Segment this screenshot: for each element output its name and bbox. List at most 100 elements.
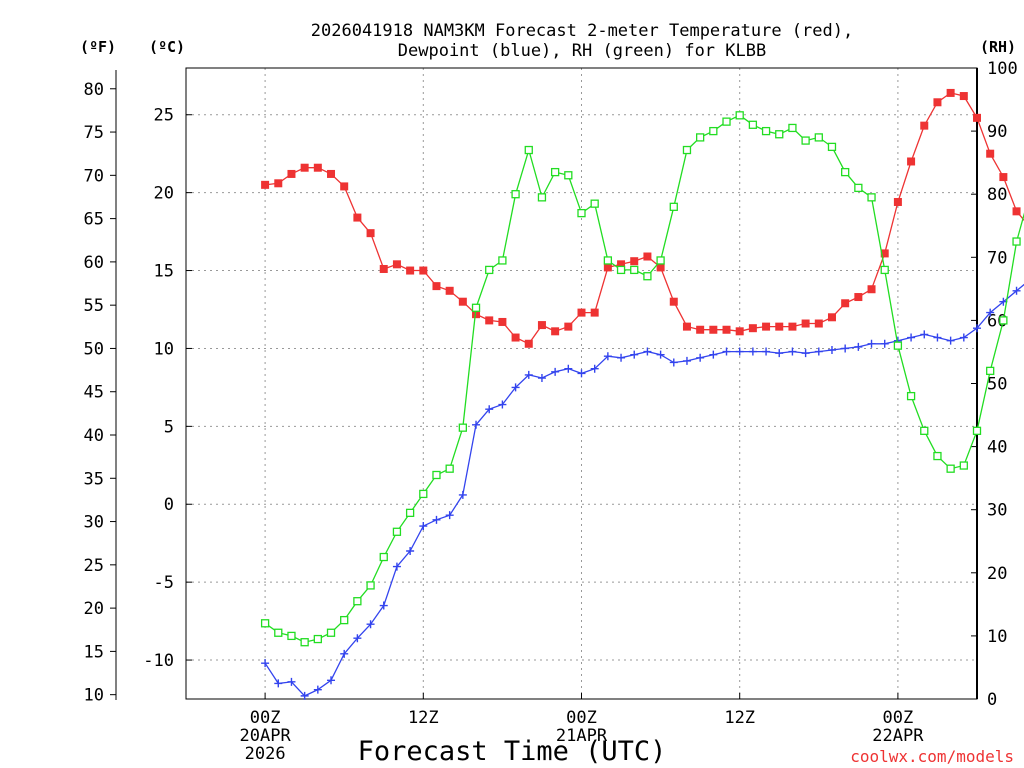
- x-tick-label: 12Z: [724, 708, 755, 728]
- credit-text: coolwx.com/models: [850, 747, 1014, 766]
- fahrenheit-tick-label: 30: [84, 513, 104, 533]
- rh-line: [264, 114, 1024, 643]
- dewpoint-point: [814, 347, 823, 356]
- rh-point: [445, 464, 454, 473]
- fahrenheit-tick-label: 70: [84, 166, 104, 186]
- temperature-point: [603, 263, 612, 272]
- dewpoint-point: [1012, 286, 1021, 295]
- dewpoint-point: [709, 350, 718, 359]
- rh-point: [788, 123, 797, 133]
- dewpoint-point: [986, 308, 995, 317]
- dewpoint-point: [630, 350, 639, 359]
- temperature-point: [445, 286, 454, 295]
- temperature-point: [274, 179, 283, 188]
- rh-point: [577, 208, 586, 218]
- dewpoint-point: [669, 358, 678, 367]
- rh-point: [893, 341, 903, 350]
- x-tick-date: 20APR: [240, 726, 292, 746]
- axes: [110, 67, 978, 700]
- temperature-point: [261, 180, 270, 189]
- dewpoint-point: [432, 515, 441, 524]
- dewpoint-point: [682, 356, 691, 365]
- rh-point: [643, 272, 652, 281]
- temperature-point: [775, 322, 784, 331]
- dewpoint-point: [617, 353, 626, 362]
- dewpoint-point: [920, 330, 929, 339]
- temperature-point: [722, 325, 731, 334]
- dewpoint-point: [511, 383, 520, 392]
- rh-point: [537, 193, 547, 202]
- dewpoint-point: [656, 350, 665, 359]
- celsius-tick-label: 20: [154, 184, 174, 204]
- rh-tick-label: 40: [987, 438, 1007, 458]
- rh-tick-label: 30: [987, 501, 1007, 521]
- dewpoint-point: [472, 420, 481, 429]
- rh-point: [867, 193, 876, 202]
- temperature-point: [973, 113, 981, 122]
- rh-point: [313, 634, 322, 644]
- fahrenheit-tick-label: 10: [84, 686, 104, 706]
- rh-point: [696, 133, 705, 142]
- rh-point: [920, 426, 929, 435]
- rh-point: [616, 265, 626, 275]
- grid-lines: [186, 68, 977, 699]
- rh-tick-label: 80: [987, 185, 1007, 205]
- dewpoint-point: [445, 511, 454, 520]
- temperature-point: [406, 266, 415, 275]
- x-tick-date: 21APR: [556, 726, 608, 746]
- rh-point: [814, 133, 823, 142]
- rh-tick-label: 0: [987, 690, 997, 710]
- dewpoint-point: [775, 349, 784, 358]
- x-tick-label: 00Z: [250, 708, 281, 728]
- rh-point: [287, 631, 296, 641]
- temperature-point: [854, 293, 863, 302]
- dewpoint-point: [406, 546, 415, 555]
- data-series: [260, 88, 1024, 700]
- temperature-point: [300, 163, 309, 172]
- dewpoint-point: [458, 490, 467, 499]
- temperature-point: [959, 92, 968, 101]
- temperature-point: [1012, 207, 1021, 216]
- temperature-point: [814, 319, 823, 328]
- temperature-point: [788, 322, 797, 331]
- dewpoint-point: [643, 347, 652, 356]
- temperature-point: [392, 260, 401, 269]
- rh-point: [564, 171, 573, 180]
- plot-frame: [185, 67, 978, 700]
- dewpoint-point: [735, 347, 744, 356]
- tick-labels: 10 15 20 25 30 35 40 45 50 55 60 65 70 75 80 -10 -5 0 5 10 1…: [84, 59, 1018, 764]
- fahrenheit-axis-label: (ºF): [80, 38, 116, 56]
- temperature-point: [313, 163, 322, 172]
- temperature-point: [564, 322, 573, 331]
- celsius-tick-label: 15: [154, 262, 174, 282]
- rh-point: [801, 136, 810, 145]
- fahrenheit-tick-label: 35: [84, 469, 104, 489]
- rh-point: [933, 451, 942, 461]
- rh-point: [326, 628, 336, 637]
- rh-point: [1012, 237, 1021, 246]
- temperature-point: [498, 317, 507, 326]
- rh-tick-label: 70: [987, 248, 1007, 268]
- dewpoint-point: [274, 679, 283, 688]
- dewpoint-point: [577, 369, 586, 378]
- dewpoint-point: [498, 400, 507, 409]
- fahrenheit-tick-label: 40: [84, 426, 104, 446]
- rh-point: [432, 470, 441, 480]
- temperature-point: [999, 173, 1008, 182]
- fahrenheit-tick-label: 55: [84, 296, 104, 316]
- temperature-point: [379, 264, 388, 273]
- rh-tick-label: 10: [987, 627, 1007, 647]
- dewpoint-point: [959, 333, 968, 342]
- rh-point: [656, 256, 665, 265]
- dewpoint-point: [854, 342, 863, 351]
- dewpoint-point: [313, 685, 322, 694]
- temperature-point: [340, 182, 349, 191]
- temperature-point: [920, 121, 929, 130]
- temperature-point: [762, 322, 771, 331]
- rh-point: [340, 615, 349, 625]
- x-tick-label: 00Z: [566, 708, 597, 728]
- celsius-tick-label: 10: [154, 339, 174, 359]
- rh-point: [630, 265, 639, 275]
- temperature-point: [656, 263, 665, 272]
